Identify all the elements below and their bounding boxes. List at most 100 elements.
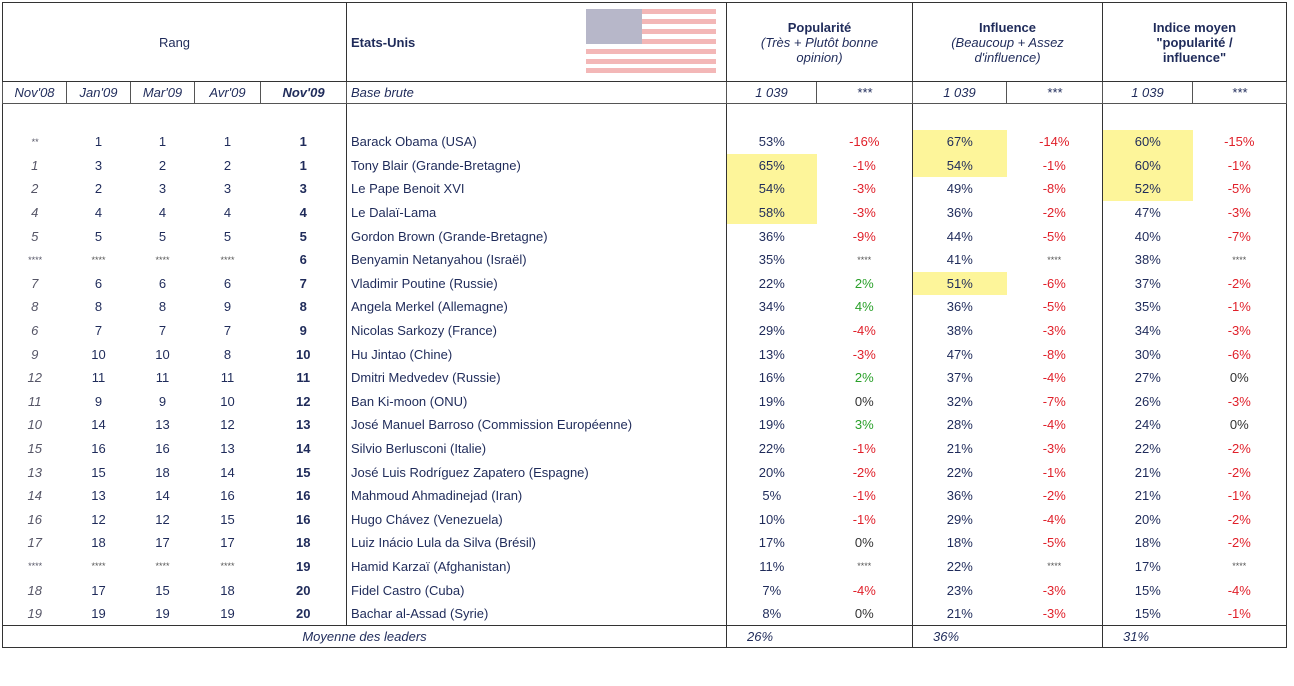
cell: -2%	[852, 464, 876, 480]
cell: Mahmoud Ahmadinejad (Iran)	[346, 483, 727, 508]
cell: 8%	[726, 601, 817, 626]
spacer	[131, 104, 195, 131]
cell: 16	[91, 441, 106, 457]
cell: 11	[220, 370, 235, 386]
cell: 3	[223, 181, 232, 197]
cell: 0%	[854, 393, 874, 409]
cell: 4	[31, 205, 39, 221]
cell: 0%	[1229, 370, 1249, 386]
cell: 22%	[726, 436, 817, 461]
footer-empty	[816, 625, 913, 648]
data-row: 5 5 5 5 5 Gordon Brown (Grande-Bretagne) 36% -9…	[3, 224, 1287, 248]
cell: 6	[31, 323, 39, 339]
cell: 15	[91, 464, 106, 480]
cell: 11	[91, 370, 106, 386]
cell: Le Pape Benoit XVI	[346, 177, 727, 201]
footer-value: 31%	[1102, 625, 1193, 648]
data-row: 12 11 11 11 11 Dmitri Medvedev (Russie) 16% 2% 3…	[3, 365, 1287, 390]
country: Etats-Unis	[351, 34, 416, 50]
cell: 36%	[726, 224, 817, 248]
cell: 16	[296, 511, 311, 527]
cell: Tony Blair (Grande-Bretagne)	[346, 153, 727, 178]
cell: **	[31, 136, 39, 147]
cell: 18	[296, 535, 311, 551]
cell: -2%	[1227, 511, 1251, 527]
cell: 8	[223, 346, 232, 362]
data-row: 18 17 15 18 20 Fidel Castro (Cuba) 7% -4% 23% -3%…	[3, 578, 1287, 602]
cell: 12	[296, 393, 311, 409]
cell: 8	[158, 299, 167, 315]
cell: 65%	[726, 153, 817, 178]
cell: 16	[27, 511, 42, 527]
cell: -4%	[1042, 370, 1066, 386]
footer-value: 36%	[912, 625, 1007, 648]
cell: 11	[28, 393, 42, 409]
cell: 10	[27, 417, 42, 433]
cell: -7%	[1042, 393, 1066, 409]
cell: 11	[155, 370, 170, 386]
cell: 38%	[912, 318, 1007, 343]
cell: ****	[27, 254, 42, 265]
cell: ****	[27, 561, 42, 572]
data-row: 11 9 9 10 12 Ban Ki-moon (ONU) 19% 0% 32% -7% 26% -…	[3, 389, 1287, 414]
cell: 3	[299, 181, 307, 197]
cell: Benyamin Netanyahou (Israël)	[346, 247, 727, 272]
cell: 17%	[1102, 554, 1193, 579]
cell: 12	[155, 511, 170, 527]
cell: 54%	[912, 153, 1007, 178]
data-row: 2 2 3 3 3 Le Pape Benoit XVI 54% -3% 49% -8% 52% -5…	[3, 177, 1287, 201]
cell: -4%	[852, 323, 876, 339]
cell: 47%	[1102, 200, 1193, 225]
flag	[586, 9, 716, 73]
cell: 17%	[726, 531, 817, 555]
cell: ****	[1232, 561, 1247, 572]
cell: 19	[27, 606, 42, 622]
subheader-cell: ***	[1006, 81, 1103, 104]
cell: Le Dalaï-Lama	[346, 200, 727, 225]
cell: 12	[220, 417, 235, 433]
cell: ****	[857, 254, 872, 265]
cell: 1	[158, 134, 167, 150]
cell: 16%	[726, 365, 817, 390]
cell: -6%	[1227, 346, 1251, 362]
data-row: 16 12 12 15 16 Hugo Chávez (Venezuela) 10% -1% 2…	[3, 507, 1287, 532]
cell: -3%	[1227, 393, 1251, 409]
cell: 20	[296, 582, 311, 598]
cell: 5	[223, 228, 232, 244]
cell: 17	[155, 535, 170, 551]
cell: 34%	[1102, 318, 1193, 343]
cell: 18	[155, 464, 170, 480]
spacer-row	[3, 103, 1287, 131]
cell: -14%	[1039, 134, 1070, 150]
cell: 9	[94, 393, 103, 409]
cell: José Manuel Barroso (Commission Européen…	[346, 413, 727, 437]
cell: 40%	[1102, 224, 1193, 248]
cell: 3	[94, 157, 103, 173]
cell: 16	[296, 488, 311, 504]
cell: 14	[91, 417, 106, 433]
cell: 3%	[854, 417, 874, 433]
cell: 11%	[726, 554, 817, 579]
cell: 9	[31, 346, 39, 362]
cell: -1%	[852, 488, 876, 504]
cell: Hu Jintao (Chine)	[346, 342, 727, 366]
cell: -1%	[1042, 157, 1066, 173]
subheader-cell: Nov'09	[260, 81, 347, 104]
cell: ****	[1047, 561, 1062, 572]
cell: -4%	[1042, 511, 1066, 527]
cell: 1	[299, 157, 307, 173]
cell: 14	[155, 488, 170, 504]
cell: 13%	[726, 342, 817, 366]
cell: 17	[27, 535, 42, 551]
data-row: **** **** **** **** 19 Hamid Karzaï (Afghanis…	[3, 554, 1287, 579]
cell: -1%	[1227, 606, 1251, 622]
cell: Hugo Chávez (Venezuela)	[346, 507, 727, 532]
cell: 8	[299, 299, 307, 315]
cell: -3%	[1042, 606, 1066, 622]
cell: ****	[91, 254, 106, 265]
cell: -3%	[1227, 205, 1251, 221]
cell: 0%	[854, 535, 874, 551]
cell: 16	[220, 488, 235, 504]
cell: 11	[296, 370, 311, 386]
